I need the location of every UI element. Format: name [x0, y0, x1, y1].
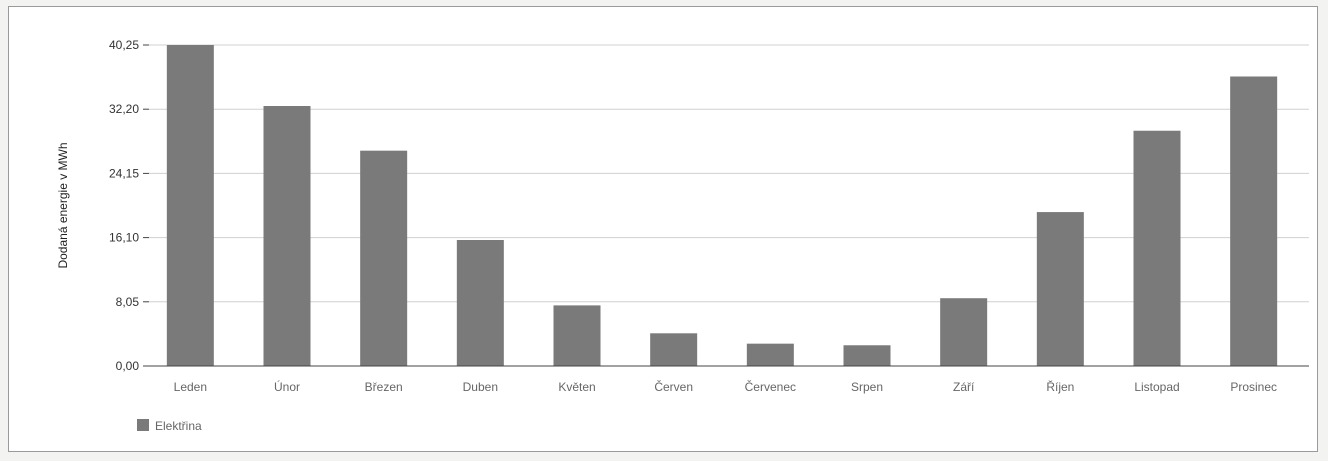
y-axis-ticks: 0,00 8,05 16,10 24,15 32,20 40,25 — [109, 38, 149, 373]
x-category-label: Únor — [274, 379, 300, 394]
bar — [456, 239, 504, 366]
x-category-label: Březen — [365, 380, 403, 394]
y-tick-label: 8,05 — [116, 295, 140, 309]
bar — [843, 345, 891, 366]
y-tick-label: 0,00 — [116, 359, 140, 373]
x-category-label: Leden — [174, 380, 207, 394]
bar — [746, 343, 794, 366]
x-category-label: Duben — [463, 380, 498, 394]
bar — [1036, 212, 1084, 366]
y-tick-label: 32,20 — [109, 102, 139, 116]
legend-label: Elektřina — [155, 419, 202, 433]
bar — [1230, 76, 1278, 366]
x-category-label: Srpen — [851, 380, 883, 394]
x-category-label: Červenec — [745, 379, 796, 394]
x-category-label: Květen — [558, 380, 595, 394]
bars — [166, 45, 1278, 366]
x-category-label: Listopad — [1134, 380, 1179, 394]
x-category-label: Říjen — [1046, 379, 1074, 394]
bar — [940, 298, 988, 366]
y-tick-label: 40,25 — [109, 38, 139, 52]
bar — [263, 106, 311, 366]
x-category-label: Prosinec — [1230, 380, 1277, 394]
bar — [553, 305, 601, 366]
bar — [650, 333, 698, 366]
x-category-label: Září — [953, 380, 975, 394]
chart-frame: 0,00 8,05 16,10 24,15 32,20 40,25 Leden Únor Bř… — [8, 6, 1318, 452]
y-tick-label: 24,15 — [109, 166, 139, 180]
legend: Elektřina — [137, 419, 202, 433]
bar-chart: 0,00 8,05 16,10 24,15 32,20 40,25 Leden Únor Bř… — [56, 38, 1309, 433]
x-axis-categories: Leden Únor Březen Duben Květen Červen Červenec… — [174, 379, 1277, 394]
y-axis-label: Dodaná energie v MWh — [56, 142, 70, 268]
bar — [166, 45, 214, 366]
y-tick-label: 16,10 — [109, 231, 139, 245]
x-category-label: Červen — [654, 379, 693, 394]
legend-swatch — [137, 419, 149, 431]
bar — [360, 150, 408, 366]
bar — [1133, 130, 1181, 366]
